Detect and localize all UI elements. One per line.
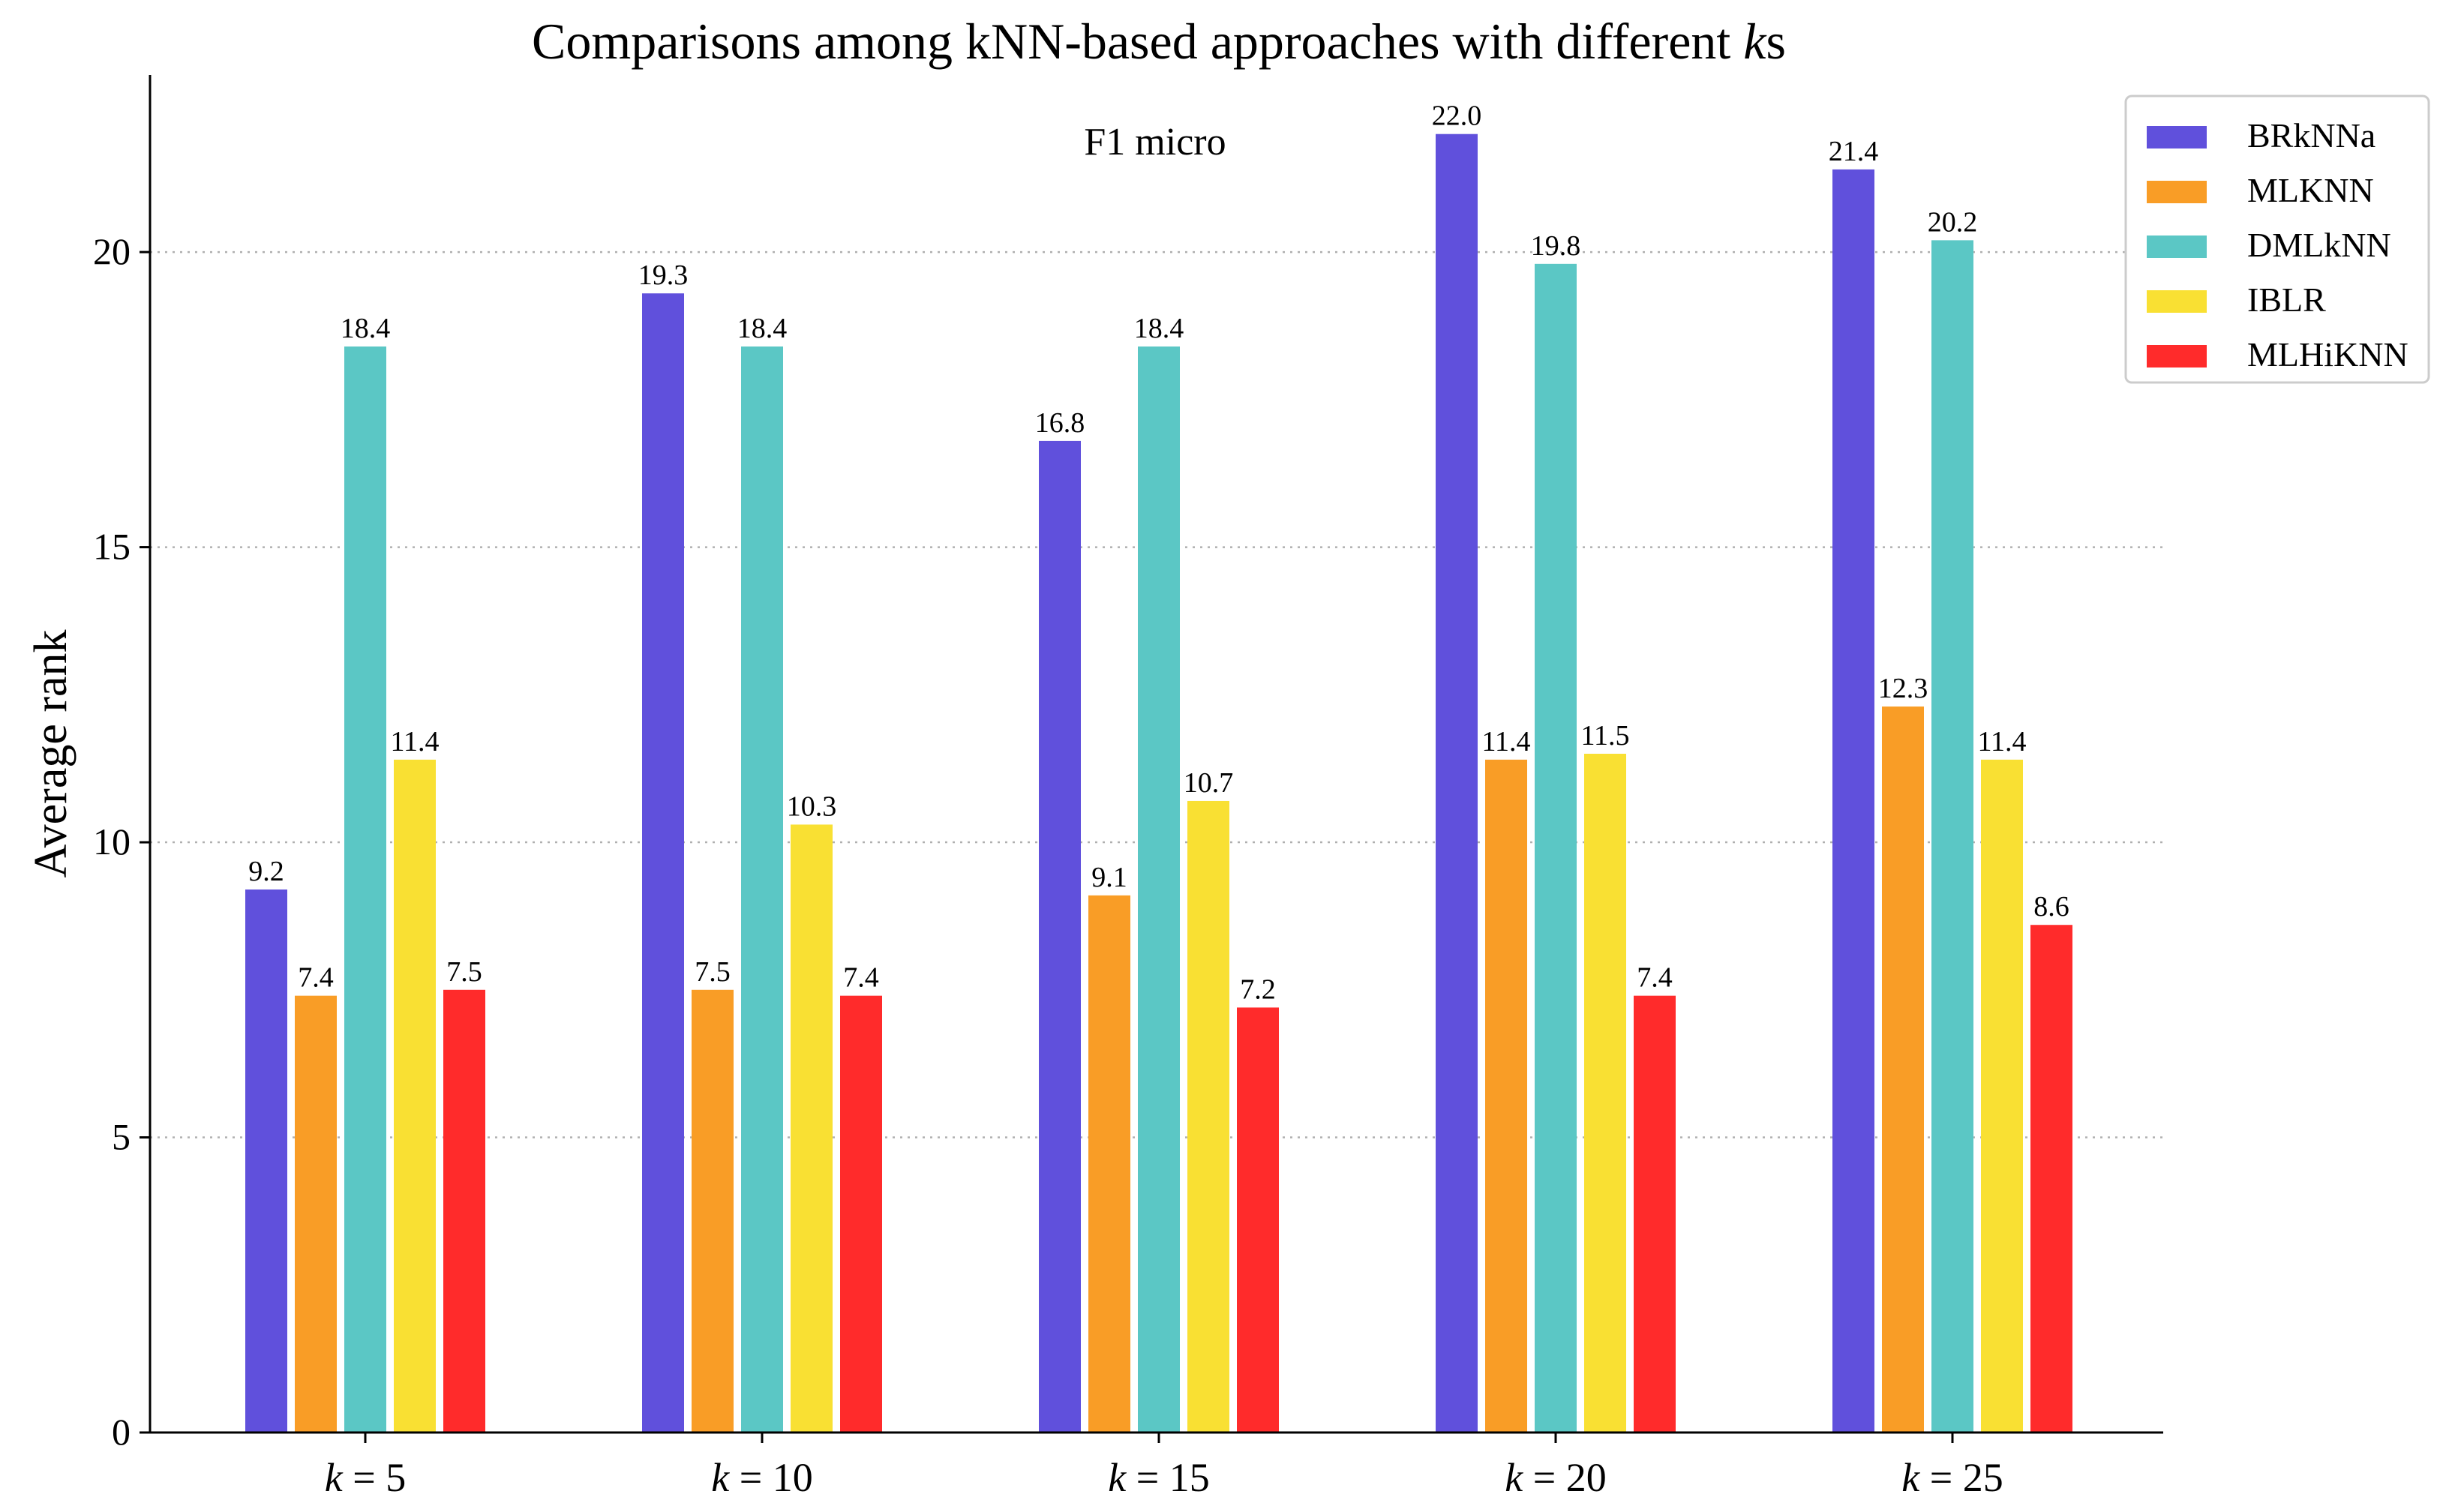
bar-MLHiKNN-20	[1634, 995, 1676, 1432]
bar-DMLkNN-25	[1931, 240, 1973, 1432]
axes	[149, 75, 2163, 1434]
chart-title: Comparisons among kNN-based approaches w…	[532, 13, 1786, 70]
bar-value-label: 7.4	[1637, 962, 1673, 994]
bar-value-label: 11.4	[1977, 726, 2026, 758]
bar-value-label: 11.4	[1481, 726, 1530, 758]
legend-label-IBLR: IBLR	[2247, 280, 2326, 319]
y-tick-label: 0	[112, 1411, 131, 1453]
y-tick-label: 15	[93, 526, 131, 568]
bar-IBLR-5	[394, 759, 436, 1432]
chart-subtitle: F1 micro	[1084, 121, 1226, 164]
legend-label-MLKNN: MLKNN	[2247, 171, 2374, 209]
bar-IBLR-15	[1187, 800, 1229, 1432]
bar-BRkNNa-10	[642, 293, 684, 1432]
bar-DMLkNN-5	[344, 346, 386, 1432]
legend-label-DMLkNN: DMLkNN	[2247, 226, 2391, 264]
bar-value-label: 11.5	[1580, 720, 1629, 752]
bar-value-labels: 9.2 7.4 18.4 11.4 7.5 19.3 7.5 18.4 10.3 7.4 16.8 9…	[248, 100, 2069, 1006]
bar-value-label: 19.8	[1531, 230, 1581, 262]
bar-value-label: 7.4	[298, 962, 334, 994]
bars	[245, 134, 2072, 1433]
bar-DMLkNN-20	[1535, 263, 1577, 1433]
bar-value-label: 7.4	[843, 962, 879, 994]
bar-DMLkNN-10	[741, 346, 783, 1432]
bar-value-label: 9.1	[1091, 862, 1127, 893]
bar-MLHiKNN-25	[2030, 925, 2072, 1432]
bar-DMLkNN-15	[1138, 346, 1180, 1432]
bar-value-label: 16.8	[1035, 407, 1085, 439]
bar-value-label: 18.4	[341, 313, 391, 344]
legend-swatch-BRkNNa	[2147, 126, 2207, 148]
legend: BRkNNa MLKNN DMLkNN IBLR MLHiKNN	[2124, 94, 2430, 384]
bar-MLHiKNN-15	[1237, 1007, 1279, 1432]
legend-swatch-MLKNN	[2147, 181, 2207, 203]
bar-IBLR-20	[1584, 754, 1626, 1432]
bar-BRkNNa-25	[1832, 169, 1874, 1432]
bar-MLHiKNN-5	[443, 989, 485, 1432]
bar-value-label: 10.7	[1184, 767, 1234, 799]
x-ticks: k = 5 k = 10 k = 15 k = 20 k = 25	[325, 1432, 2003, 1500]
bar-value-label: 18.4	[737, 313, 788, 344]
bar-value-label: 7.2	[1240, 974, 1276, 1005]
y-tick-label: 5	[112, 1116, 131, 1158]
bar-MLKNN-10	[692, 989, 734, 1432]
legend-swatch-MLHiKNN	[2147, 345, 2207, 368]
x-tick-label: k = 20	[1505, 1455, 1606, 1500]
bar-MLKNN-25	[1882, 706, 1924, 1432]
bar-value-label: 19.3	[638, 260, 689, 291]
bar-MLHiKNN-10	[840, 995, 882, 1432]
bar-BRkNNa-15	[1039, 440, 1081, 1432]
legend-label-MLHiKNN: MLHiKNN	[2247, 335, 2408, 374]
bar-value-label: 10.3	[787, 790, 837, 822]
bar-BRkNNa-5	[245, 890, 287, 1432]
bar-value-label: 9.2	[248, 856, 284, 887]
bar-IBLR-25	[1981, 759, 2023, 1432]
bar-value-label: 8.6	[2033, 891, 2069, 922]
bar-MLKNN-5	[295, 995, 337, 1432]
legend-swatch-IBLR	[2147, 290, 2207, 313]
legend-swatch-DMLkNN	[2147, 236, 2207, 258]
bar-IBLR-10	[791, 824, 833, 1432]
x-tick-label: k = 25	[1901, 1455, 2003, 1500]
bar-value-label: 11.4	[390, 726, 439, 758]
x-tick-label: k = 15	[1108, 1455, 1209, 1500]
bar-value-label: 20.2	[1928, 206, 1978, 238]
y-tick-label: 20	[93, 230, 131, 272]
bar-value-label: 22.0	[1432, 100, 1482, 132]
legend-label-BRkNNa: BRkNNa	[2247, 116, 2375, 154]
y-tick-label: 10	[93, 820, 131, 862]
bar-value-label: 21.4	[1829, 136, 1879, 167]
bar-BRkNNa-20	[1436, 134, 1478, 1432]
bar-value-label: 7.5	[695, 956, 731, 988]
bar-MLKNN-15	[1088, 895, 1130, 1432]
y-axis-label: Average rank	[26, 629, 77, 878]
x-tick-label: k = 5	[325, 1455, 406, 1500]
bar-value-label: 7.5	[446, 956, 482, 988]
x-tick-label: k = 10	[711, 1455, 812, 1500]
bar-MLKNN-20	[1485, 759, 1527, 1432]
bar-value-label: 18.4	[1134, 313, 1184, 344]
bar-value-label: 12.3	[1878, 673, 1928, 704]
y-ticks: 0 5 10 15 20	[93, 230, 150, 1453]
